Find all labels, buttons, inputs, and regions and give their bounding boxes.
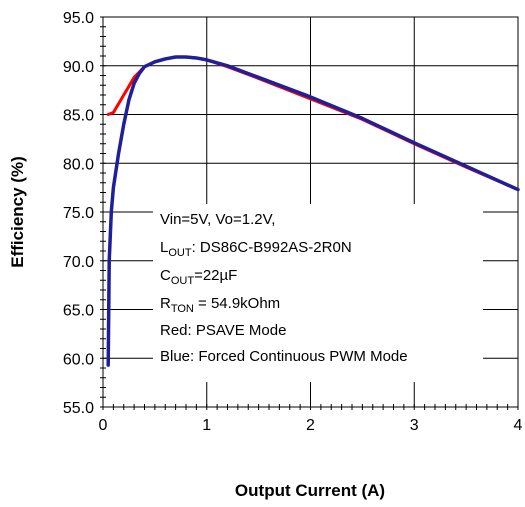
- y-axis-title: Efficiency (%): [8, 156, 27, 267]
- y-tick-label: 80.0: [63, 156, 94, 173]
- annotation-line-2-main: L: [160, 239, 168, 256]
- annotation-line-4-main: R: [160, 295, 171, 312]
- y-tick-labels: 55.0 60.0 65.0 70.0 75.0 80.0 85.0 90.0 95.0: [63, 10, 94, 417]
- plot-frame: [102, 16, 519, 408]
- annotation-line-5: Red: PSAVE Mode: [160, 322, 286, 339]
- pwm-series-line: [106, 55, 520, 367]
- annotation-line-3-sub: OUT: [171, 275, 195, 287]
- annotation-line-2-sub: OUT: [168, 247, 192, 259]
- annotation-line-3: COUT=22µF: [160, 267, 237, 287]
- x-tick-label: 2: [306, 417, 315, 434]
- y-tick-label: 60.0: [63, 351, 94, 368]
- annotation-line-2: LOUT: DS86C-B992AS-2R0N: [160, 239, 352, 259]
- annotation-line-2-rest: : DS86C-B992AS-2R0N: [192, 239, 352, 256]
- x-axis-title: Output Current (A): [235, 481, 385, 500]
- annotation-line-3-main: C: [160, 267, 171, 284]
- annotation-line-3-rest: =22µF: [194, 267, 237, 284]
- y-tick-label: 95.0: [63, 10, 94, 27]
- annotation-background: [153, 204, 483, 382]
- x-tick-label: 3: [410, 417, 419, 434]
- y-tick-label: 55.0: [63, 400, 94, 417]
- y-tick-label: 65.0: [63, 303, 94, 320]
- series-layer: [106, 55, 520, 367]
- y-tick-label: 75.0: [63, 205, 94, 222]
- annotation-line-1: Vin=5V, Vo=1.2V,: [160, 211, 275, 228]
- y-tick-label: 70.0: [63, 254, 94, 271]
- x-tick-labels: 0 1 2 3 4: [99, 417, 523, 434]
- y-tick-label: 85.0: [63, 108, 94, 125]
- x-tick-label: 1: [202, 417, 211, 434]
- annotation-box: Vin=5V, Vo=1.2V, LOUT: DS86C-B992AS-2R0N…: [153, 204, 483, 382]
- annotation-line-4: RTON = 54.9kOhm: [160, 295, 280, 315]
- y-tick-label: 90.0: [63, 59, 94, 76]
- annotation-line-4-rest: = 54.9kOhm: [194, 295, 280, 312]
- x-tick-label: 0: [99, 417, 108, 434]
- annotation-line-4-sub: TON: [171, 303, 194, 315]
- annotation-line-6: Blue: Forced Continuous PWM Mode: [160, 348, 408, 365]
- x-tick-label: 4: [514, 417, 523, 434]
